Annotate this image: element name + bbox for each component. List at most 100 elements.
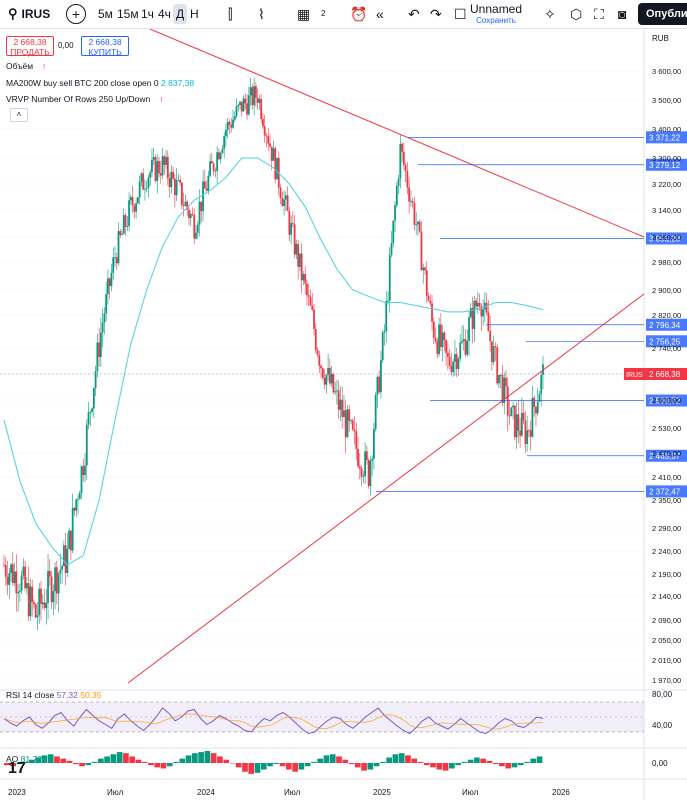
candle [168,177,171,188]
candle [471,308,474,329]
ma-value: 2 837,38 [160,78,195,88]
candle [226,121,229,131]
candle [538,393,541,402]
candle [191,213,194,215]
legend-ao[interactable]: AO 81,72 [6,754,42,764]
rsi-ma-line [3,713,544,730]
camera-icon[interactable]: ◙ [618,6,627,22]
magic-icon[interactable]: ✧ [544,6,556,22]
candle [307,295,310,297]
candle [418,221,421,232]
fullscreen-icon[interactable]: ⛶ [594,6,604,22]
candle [353,429,356,432]
indicators-icon[interactable]: ⌇ [258,6,265,22]
buy-button[interactable]: 2 668,38 КУПИТЬ [81,36,129,57]
replay-icon[interactable]: « [376,6,384,22]
candle [128,200,130,226]
candle [390,243,393,256]
candle [480,306,483,317]
warning-icon[interactable]: ! [43,64,46,71]
candle [399,143,402,179]
candle [466,340,469,355]
candle [138,181,141,198]
bars-style-icon[interactable]: ⫿ [228,6,233,22]
price-chart[interactable]: 3 371,22 3 279,12 3 055,28 2 796,34 2 756,25… [0,29,687,800]
candle [52,591,55,603]
candle [77,499,79,500]
candle [406,171,409,188]
time-label-2023: 2023 [8,788,26,797]
candle [135,203,138,212]
settings-icon[interactable]: ⬡ [570,6,583,22]
candle [517,414,520,431]
candle [498,374,500,384]
candle [457,358,460,369]
candle [320,365,322,369]
alert-icon[interactable]: ⏰ [350,6,368,22]
level-label: 2 598,72 [649,397,681,406]
candle [214,170,217,172]
candle [376,376,379,395]
candle [346,409,349,438]
candle [38,588,41,616]
timeframe-15m[interactable]: 15м [117,7,139,21]
candle [344,410,347,438]
layout-count: 2 [321,9,326,18]
redo-icon[interactable]: ↷ [430,6,442,22]
currency-label[interactable]: RUB [652,34,669,43]
timeframe-week[interactable]: Н [190,7,199,21]
candle [531,397,534,437]
candle [64,545,67,573]
candle [136,197,139,204]
legend-volume[interactable]: Объём! [6,61,49,73]
timeframe-4h[interactable]: 4ч [158,7,171,21]
level-badge [646,318,687,331]
candle [151,159,153,173]
timeframe-day[interactable]: Д [173,4,188,24]
price-tick-label: 2 290,00 [652,524,681,533]
sell-button[interactable]: 2 668,38 ПРОДАТЬ [6,36,54,57]
collapse-legend-button[interactable]: ˄ [10,108,28,122]
legend-rsi[interactable]: RSI 14 close 57,32 50,35 [6,690,102,700]
timeframe-5m[interactable]: 5м [98,7,113,21]
save-link[interactable]: Сохранить [476,16,516,25]
timeframe-1h[interactable]: 1ч [141,7,154,21]
ao-value: 81,72 [20,754,42,764]
layout-grid-icon[interactable]: ▦ [297,6,311,22]
candle [302,274,305,281]
warning-icon[interactable]: ! [160,97,163,104]
candle [378,376,381,393]
ao-bar [116,752,123,763]
candle [36,615,39,618]
candle [179,179,182,183]
level-badge [646,335,687,348]
add-symbol-button[interactable]: + [66,4,86,24]
candle [404,164,407,172]
candle [311,305,314,310]
publish-button[interactable]: Опублико [638,3,687,25]
candle [71,507,74,551]
level-badge [646,485,687,498]
candle [402,151,405,165]
trendline-upper [149,29,645,238]
candle [163,156,166,165]
symbol-search[interactable]: ⚲ IRUS [8,0,50,28]
time-label-jul-2023: Июл [107,788,124,797]
legend-vrvp[interactable]: VRVP Number Of Rows 250 Up/Down! [6,94,166,106]
candle [415,224,418,226]
candle [15,571,18,594]
candle [469,308,472,318]
candle [425,270,428,296]
checkbox-icon[interactable]: ☐ [454,6,467,22]
ao-bar [336,756,342,763]
candle [429,300,432,304]
candle [288,210,291,235]
candle [506,386,509,416]
candle [496,347,499,384]
candle [325,374,328,385]
layout-name[interactable]: Unnamed Сохранить [470,3,522,27]
legend-ma[interactable]: MA200W buy sell BTC 200 close open 0 2 8… [6,78,194,88]
candle [152,156,155,160]
undo-icon[interactable]: ↶ [408,6,420,22]
tradingview-logo[interactable]: 17 [8,760,26,777]
